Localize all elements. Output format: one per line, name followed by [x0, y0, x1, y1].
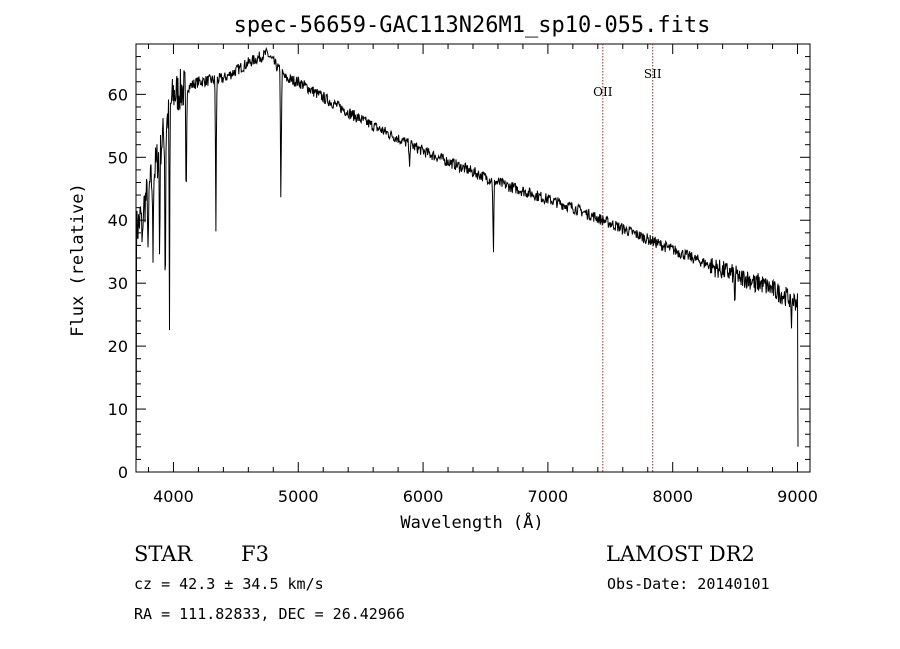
spectrum-series — [135, 47, 799, 460]
y-tick-label: 50 — [108, 148, 128, 167]
x-tick-label: 4000 — [153, 487, 194, 506]
marked-lines: OII SII — [593, 44, 662, 472]
spectrum-line — [135, 47, 799, 460]
object-class: STAR — [134, 542, 193, 566]
y-axis-label: Flux (relative) — [68, 183, 88, 337]
y-tick-label: 60 — [108, 85, 128, 104]
x-axis-ticks: 4000 5000 6000 7000 8000 9000 — [147, 44, 818, 506]
y-tick-label: 0 — [118, 463, 128, 482]
y-axis-ticks: 0 10 20 30 40 50 60 — [108, 56, 810, 482]
marked-line-label: SII — [644, 67, 662, 81]
y-tick-label: 40 — [108, 211, 128, 230]
x-tick-label: 6000 — [403, 487, 444, 506]
chart-title: spec-56659-GAC113N26M1_sp10-055.fits — [234, 13, 711, 38]
x-axis-label: Wavelength (Å) — [400, 511, 543, 533]
plot-frame — [135, 43, 811, 473]
object-subclass: F3 — [241, 542, 269, 566]
survey-name: LAMOST DR2 — [606, 542, 755, 566]
redshift-cz: cz = 42.3 ± 34.5 km/s — [134, 575, 324, 593]
y-tick-label: 10 — [108, 400, 128, 419]
marked-line-label: OII — [593, 85, 613, 99]
x-tick-label: 9000 — [777, 487, 818, 506]
y-tick-label: 20 — [108, 337, 128, 356]
x-tick-label: 8000 — [652, 487, 693, 506]
x-tick-label: 5000 — [278, 487, 319, 506]
x-tick-label: 7000 — [528, 487, 569, 506]
obs-date: Obs-Date: 20140101 — [607, 575, 770, 593]
coordinates: RA = 111.82833, DEC = 26.42966 — [134, 605, 405, 623]
y-tick-label: 30 — [108, 274, 128, 293]
